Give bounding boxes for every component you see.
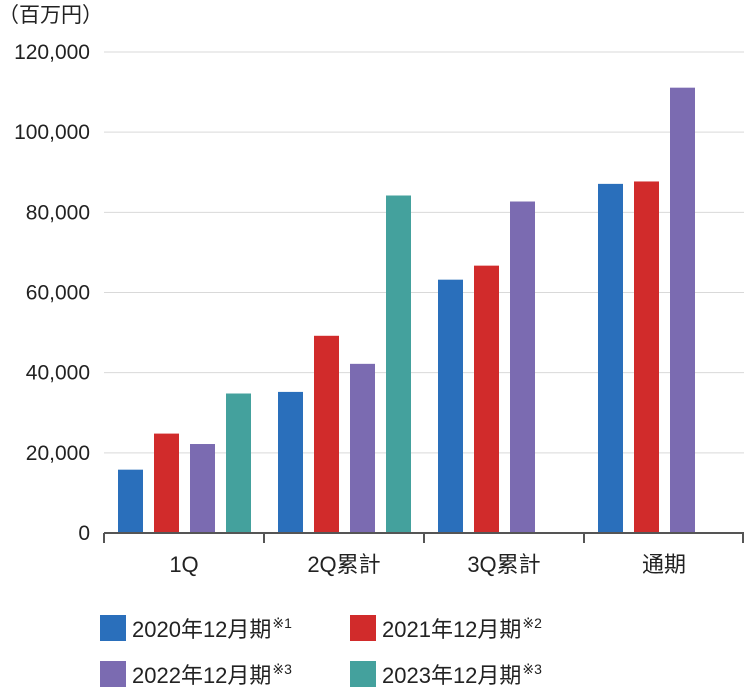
bar (350, 363, 375, 533)
y-tick-label: 20,000 (26, 442, 90, 465)
x-tick-label: 1Q (169, 552, 198, 577)
bar (510, 201, 535, 533)
bar (634, 181, 659, 533)
legend-series-note: ※3 (522, 661, 542, 677)
legend-series-name: 2023年12月期 (382, 663, 522, 688)
legend-item-2022: 2022年12月期※3 (100, 658, 292, 690)
legend-series-name: 2021年12月期 (382, 617, 522, 642)
x-tick-label: 2Q累計 (307, 552, 380, 577)
legend-item-2023: 2023年12月期※3 (350, 658, 542, 690)
y-tick-label: 60,000 (26, 282, 90, 305)
legend-series-note: ※1 (272, 615, 292, 631)
bar (670, 87, 695, 533)
legend-series-note: ※3 (272, 661, 292, 677)
unit-label: （百万円） (0, 4, 103, 27)
legend-label-2023: 2023年12月期※3 (382, 658, 542, 690)
x-axis-tick-labels: 1Q 2Q累計 3Q累計 通期 (169, 552, 686, 577)
legend-swatch-2023 (350, 661, 376, 687)
legend-series-note: ※2 (522, 615, 542, 631)
x-tick-label: 3Q累計 (467, 552, 540, 577)
legend-label-2021: 2021年12月期※2 (382, 612, 542, 644)
bars (118, 87, 695, 534)
legend-label-2020: 2020年12月期※1 (132, 612, 292, 644)
bar-chart: （百万円） 0 20,000 40,000 60,000 80,000 100,000 12… (0, 4, 744, 577)
bar (226, 393, 251, 533)
bar (190, 444, 215, 533)
legend-series-name: 2022年12月期 (132, 663, 272, 688)
y-tick-label: 80,000 (26, 201, 90, 224)
y-tick-label: 0 (78, 522, 90, 545)
bar (278, 391, 303, 533)
y-tick-label: 40,000 (26, 362, 90, 385)
bar (438, 279, 463, 533)
legend-item-2021: 2021年12月期※2 (350, 612, 542, 644)
bar (598, 183, 623, 534)
x-axis (103, 532, 744, 543)
legend-item-2020: 2020年12月期※1 (100, 612, 292, 644)
y-axis-tick-labels: 0 20,000 40,000 60,000 80,000 100,000 120,000 (14, 41, 90, 545)
legend-series-name: 2020年12月期 (132, 617, 272, 642)
y-tick-label: 100,000 (14, 121, 90, 144)
x-tick-label: 通期 (642, 552, 686, 577)
y-tick-label: 120,000 (14, 41, 90, 64)
legend-swatch-2021 (350, 615, 376, 641)
legend-swatch-2020 (100, 615, 126, 641)
bar (118, 469, 143, 533)
bar (154, 433, 179, 533)
bar (474, 265, 499, 533)
bar (314, 335, 339, 533)
bar (386, 195, 411, 533)
legend-swatch-2022 (100, 661, 126, 687)
legend-label-2022: 2022年12月期※3 (132, 658, 292, 690)
